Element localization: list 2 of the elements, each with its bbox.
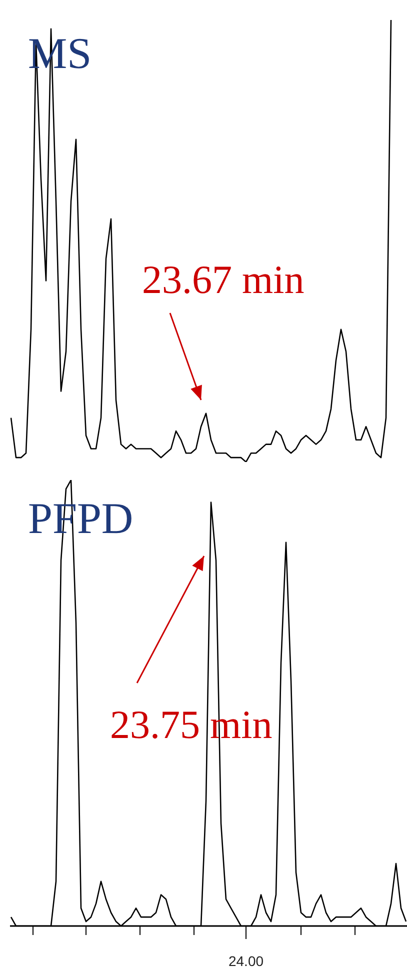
annotation: 23.67 min	[142, 257, 304, 302]
text: 24.00	[228, 953, 264, 969]
